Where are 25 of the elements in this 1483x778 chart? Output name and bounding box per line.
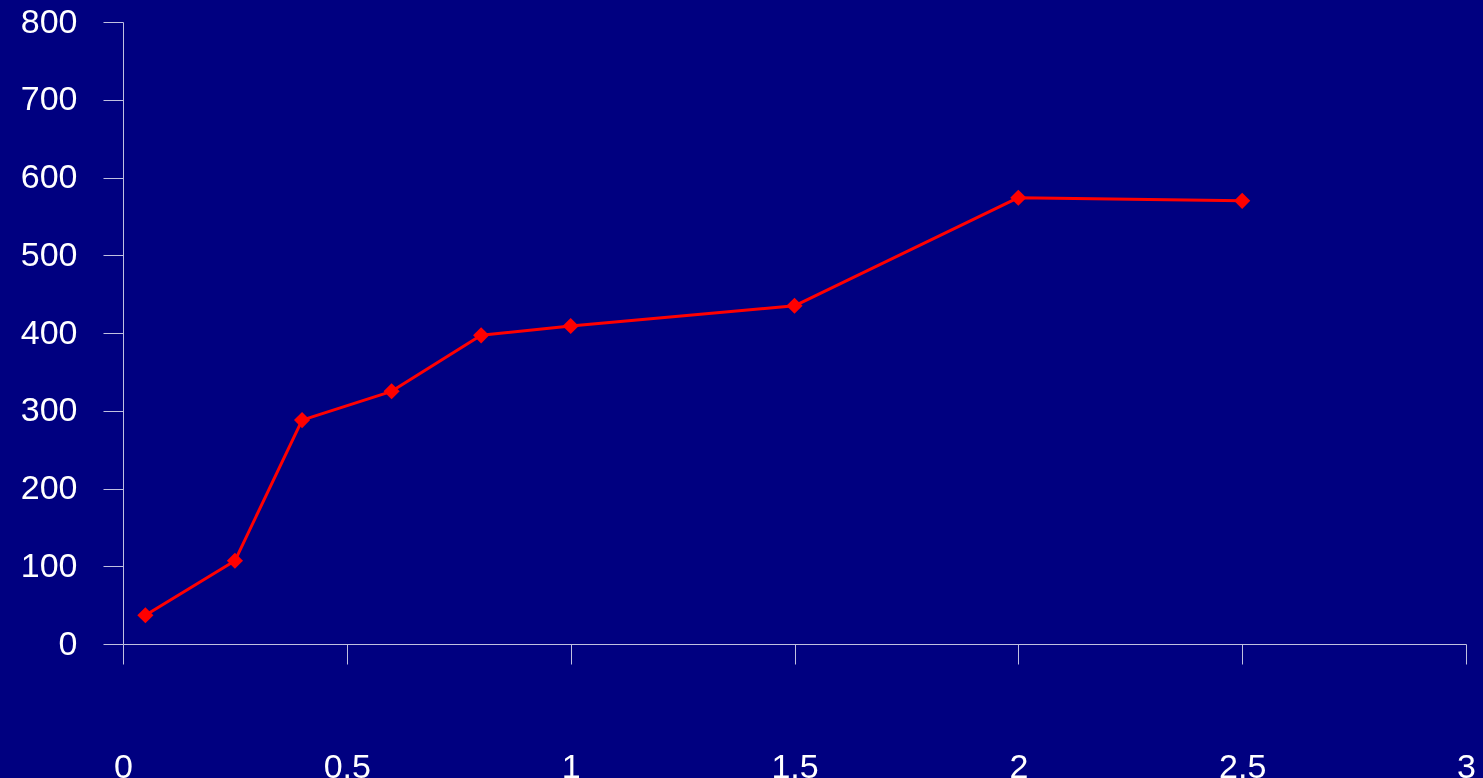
y-tick-label: 500 <box>20 234 78 273</box>
point <box>1234 192 1251 209</box>
point <box>473 327 490 344</box>
x-tick-label: 2 <box>1009 746 1029 778</box>
x-tick-label: 1.5 <box>771 746 819 778</box>
point <box>1010 189 1027 206</box>
y-tick-label: 200 <box>20 468 78 506</box>
y-tick-label: 800 <box>20 1 78 40</box>
x-tick-label: 3 <box>1457 746 1476 778</box>
y-tick-label: 0 <box>58 623 78 662</box>
x-tick-label: 0 <box>114 746 133 778</box>
point <box>226 552 243 569</box>
x-tick-label: 2.5 <box>1219 746 1267 778</box>
y-tick-label: 700 <box>20 79 78 118</box>
point <box>137 607 154 624</box>
point <box>786 297 803 314</box>
point <box>383 383 400 400</box>
x-tick-label: 1 <box>561 746 581 778</box>
y-tick-label: 600 <box>20 157 78 195</box>
point <box>294 412 311 429</box>
y-tick-label: 400 <box>20 312 78 351</box>
x-tick-label: 0.5 <box>323 746 371 778</box>
point <box>562 317 579 335</box>
y-tick-label: 100 <box>20 545 78 584</box>
y-tick-label: 300 <box>20 390 78 429</box>
